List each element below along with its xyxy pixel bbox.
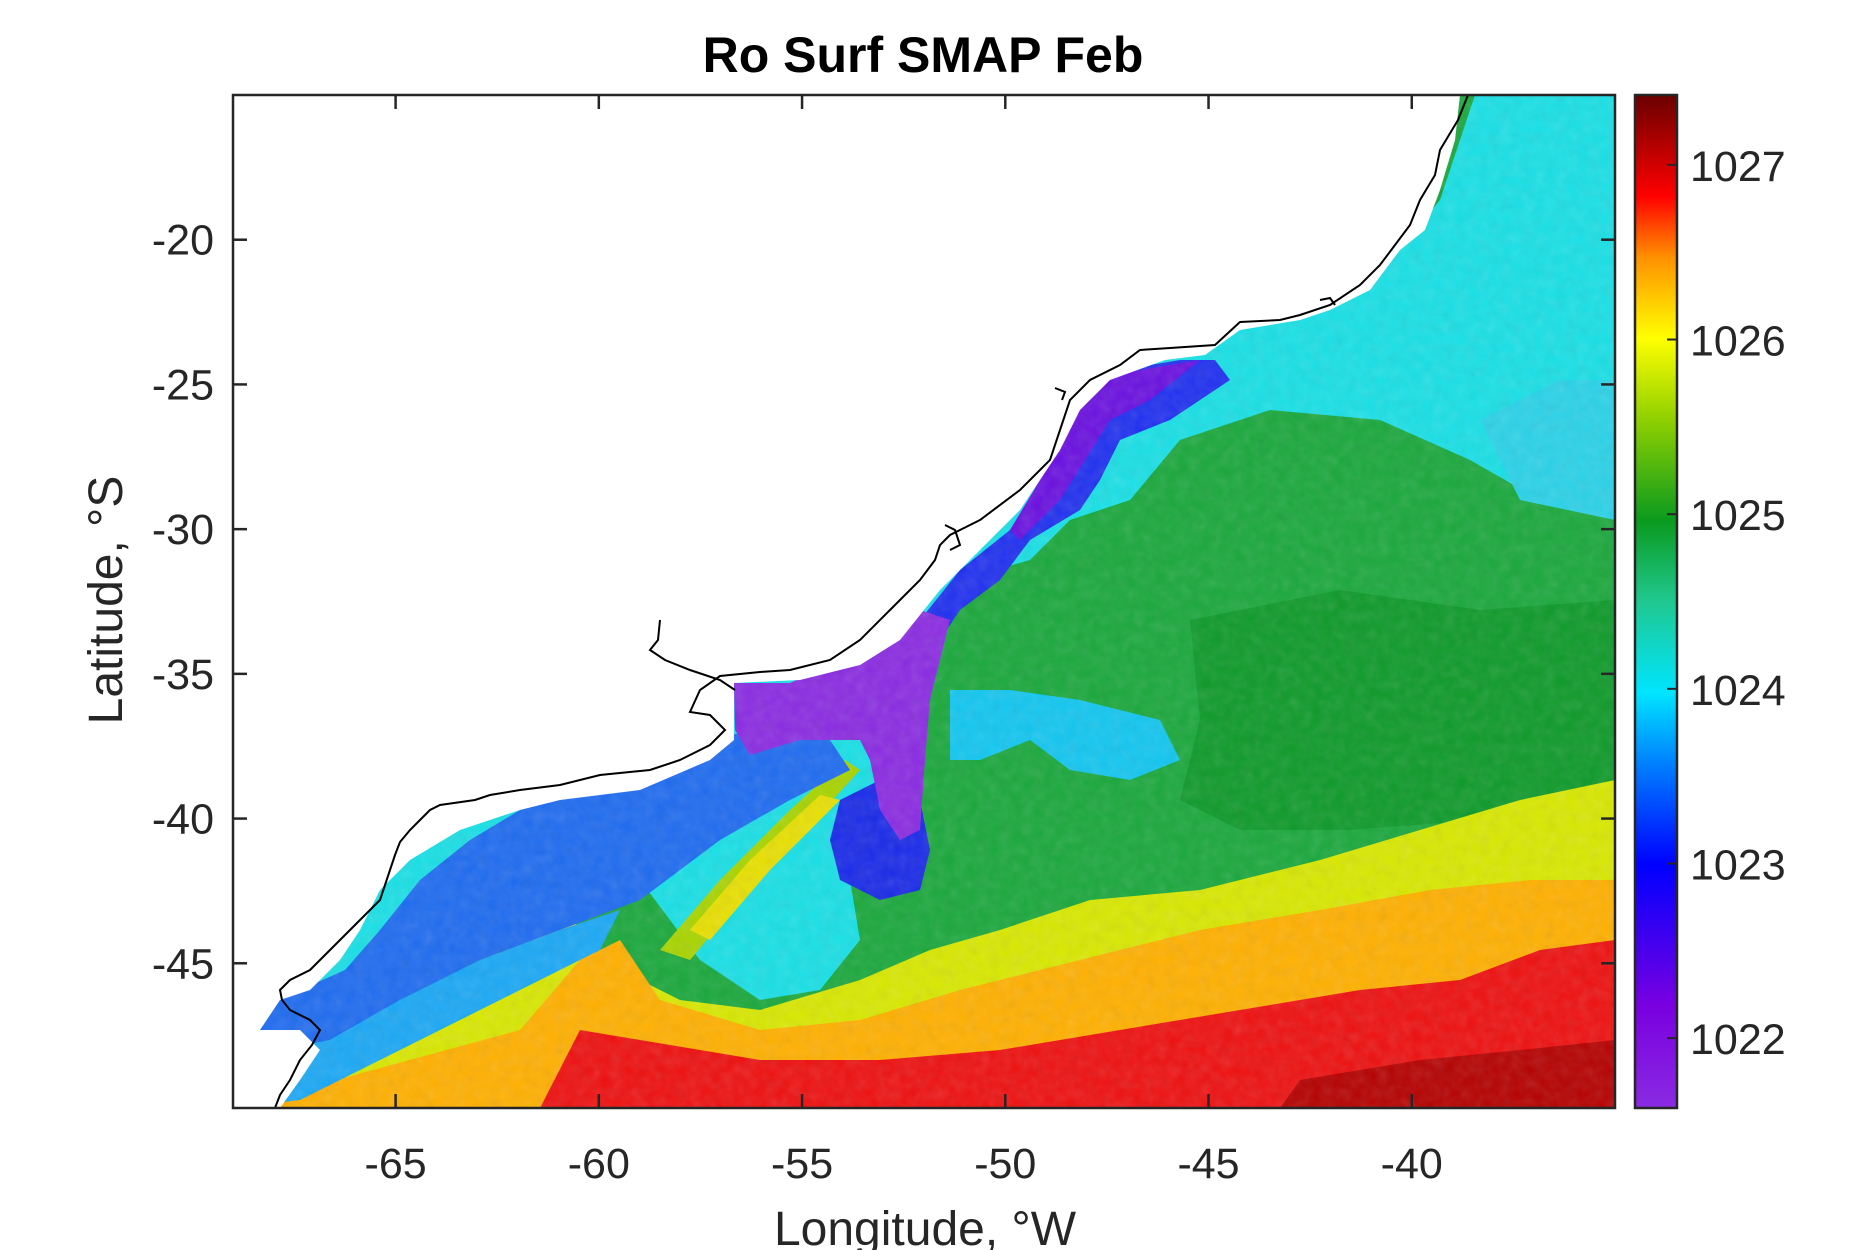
x-tick-label: -40 [1381,1140,1443,1188]
x-axis-label: Longitude, °W [774,1203,1077,1250]
y-axis: -20 -25 -30 -35 -40 -45 [152,217,1615,988]
y-tick-label: -35 [152,651,214,699]
colorbar-tick-label: 1026 [1690,318,1786,366]
coastline [274,95,1469,1108]
colorbar-ticks: 1022 1023 1024 1025 1026 1027 [1667,143,1786,1064]
x-axis: -65 -60 -55 -50 -45 -40 [365,95,1443,1188]
colorbar-tick-label: 1025 [1690,492,1786,540]
y-tick-label: -45 [152,940,214,988]
x-tick-label: -50 [974,1140,1036,1188]
colorbar-gradient [1633,93,1679,1110]
y-tick-label: -40 [152,796,214,844]
y-tick-label: -30 [152,506,214,554]
colorbar-tick-label: 1024 [1690,667,1786,715]
coastline-plata-north [648,619,736,691]
colorbar-tick-label: 1027 [1690,143,1786,191]
chart-title: Ro Surf SMAP Feb [703,27,1144,83]
x-tick-label: -60 [568,1140,630,1188]
coastline-island-inlets [944,296,1336,551]
colorbar: 1022 1023 1024 1025 1026 1027 [1633,93,1786,1110]
y-tick-label: -25 [152,361,214,409]
x-tick-label: -65 [365,1140,427,1188]
plot-area [233,95,1615,1108]
y-axis-label: Latitude, °S [80,476,133,725]
colorbar-tick-label: 1022 [1690,1016,1786,1064]
x-tick-label: -55 [771,1140,833,1188]
colorbar-tick-label: 1023 [1690,841,1786,889]
y-tick-label: -20 [152,217,214,265]
plot-frame [231,93,1617,1110]
x-tick-label: -45 [1177,1140,1239,1188]
